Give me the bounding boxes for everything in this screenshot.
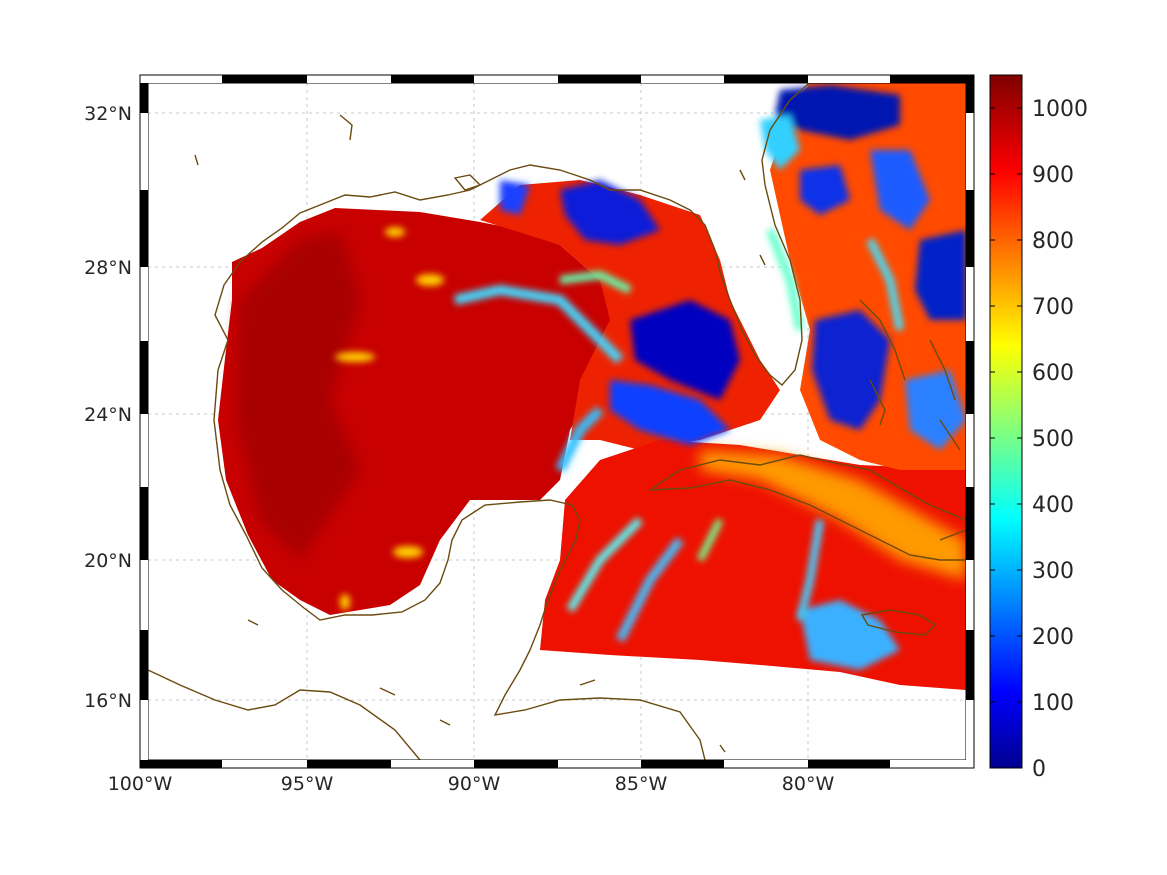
colorbar-tick-label: 500 xyxy=(1032,427,1074,452)
lon-label-90w: 90°W xyxy=(448,773,501,795)
colorbar-tick-label: 400 xyxy=(1032,493,1074,518)
small-islands xyxy=(194,114,766,753)
mid-value-streaks xyxy=(453,228,904,643)
gulf-coast-west xyxy=(213,204,581,651)
low-value-patches xyxy=(500,85,966,670)
bahamas-outline xyxy=(859,299,961,451)
western-gulf-core xyxy=(236,232,360,560)
data-field xyxy=(218,83,966,690)
cuba-orange-band xyxy=(700,450,966,580)
colorbar-tick-label: 200 xyxy=(1032,625,1074,650)
lat-label-32n: 32°N xyxy=(84,103,132,125)
yellow-spots xyxy=(335,227,444,610)
colorbar-tick-label: 1000 xyxy=(1032,97,1088,122)
colorbar-tick-label: 300 xyxy=(1032,559,1074,584)
colorbar-tick-label: 900 xyxy=(1032,163,1074,188)
lon-label-95w: 95°W xyxy=(281,773,334,795)
lon-label-85w: 85°W xyxy=(615,773,668,795)
lat-label-16n: 16°N xyxy=(84,690,132,712)
lat-label-20n: 20°N xyxy=(84,550,132,572)
colorbar-tick-label: 100 xyxy=(1032,691,1074,716)
central-america-coast xyxy=(148,669,421,760)
coastlines xyxy=(148,83,966,760)
longitude-labels: 100°W 95°W 90°W 85°W 80°W xyxy=(108,773,835,795)
colorbar: 0 100 200 300 400 500 600 700 800 900 1000 xyxy=(989,74,1088,782)
lat-label-28n: 28°N xyxy=(84,257,132,279)
colorbar-border xyxy=(989,74,1023,769)
lat-label-24n: 24°N xyxy=(84,404,132,426)
colorbar-tick-label: 700 xyxy=(1032,295,1074,320)
colorbar-tick-label: 0 xyxy=(1032,757,1046,782)
jamaica-outline xyxy=(860,609,937,636)
map-frame xyxy=(139,74,975,769)
yucatan-east-coast xyxy=(493,649,706,760)
colorbar-tick-label: 600 xyxy=(1032,361,1074,386)
lon-label-100w: 100°W xyxy=(108,773,173,795)
hispaniola-outline xyxy=(939,529,966,541)
latitude-labels: 16°N 20°N 24°N 28°N 32°N xyxy=(84,103,132,712)
lon-label-80w: 80°W xyxy=(782,773,835,795)
cuba-outline xyxy=(649,454,966,561)
colorbar-tick-label: 800 xyxy=(1032,229,1074,254)
colorbar-gradient xyxy=(990,75,1022,768)
colorbar-ticks: 0 100 200 300 400 500 600 700 800 900 1000 xyxy=(990,97,1088,782)
gulf-coast-north xyxy=(319,83,811,386)
